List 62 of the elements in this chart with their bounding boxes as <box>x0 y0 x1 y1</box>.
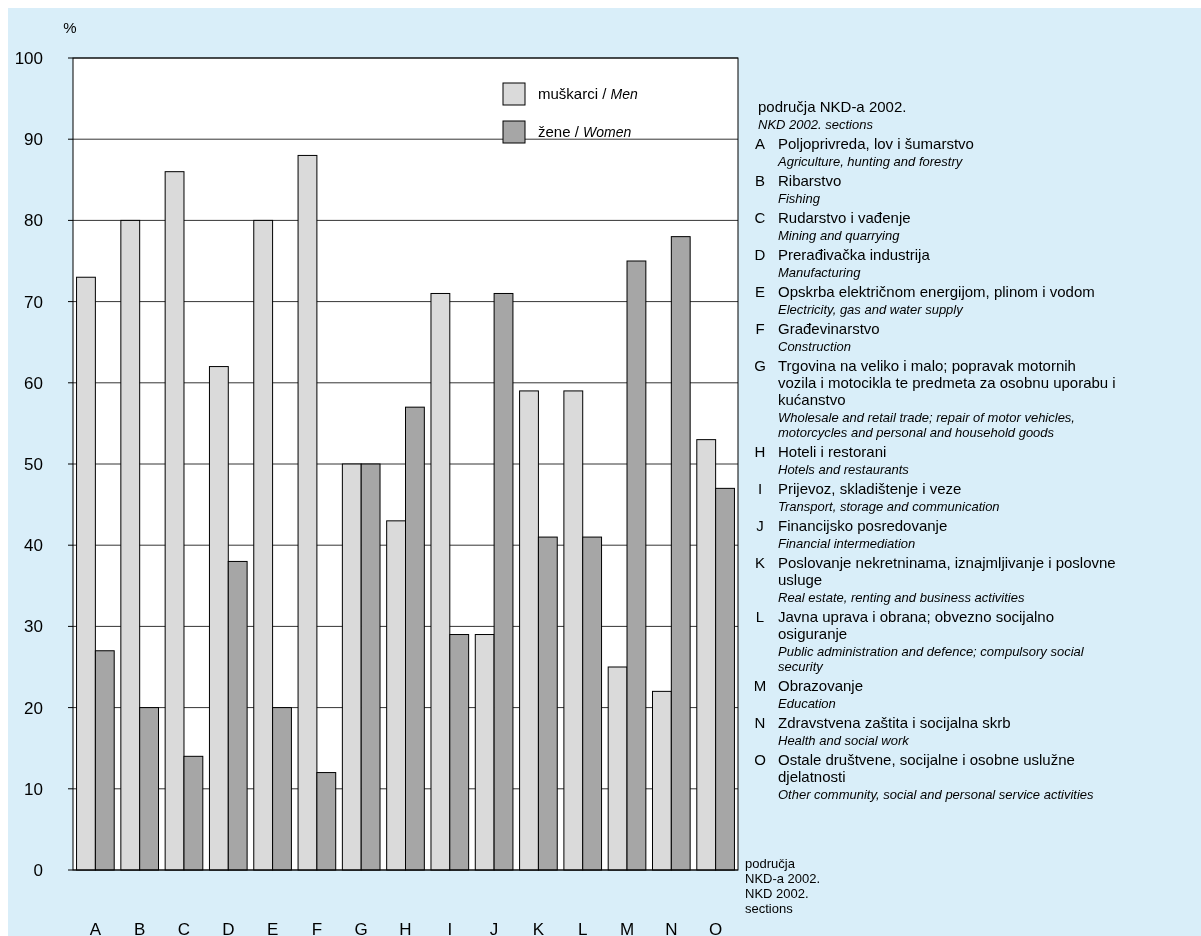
text: Mining and quarrying <box>778 228 901 243</box>
text: O Ostale društvene, socijalne i osobne uslužne djelatnosti <box>754 751 1075 785</box>
text: NKD 2002. sections <box>758 117 874 132</box>
text: Transport, storage and communication <box>778 499 1000 514</box>
legend-label: žene / Women <box>538 123 632 140</box>
y-tick-label: 40 <box>24 536 43 556</box>
text: A Poljoprivreda, lov i šumarstvo <box>754 135 974 152</box>
y-tick-label: 50 <box>24 454 43 474</box>
text: Financial intermediation <box>778 536 916 551</box>
text: K Poslovanje nekretninama, iznajmljivanje i poslovne usluge <box>754 554 1116 588</box>
x-tick-label: N <box>665 920 678 936</box>
text: Agriculture, hunting and forestry <box>777 154 964 169</box>
text: G Trgovina na veliko i malo; popravak motornih vozila i motocikla te predmeta za osobnu uporabu i kućanstvo <box>754 357 1116 408</box>
y-tick-label: 80 <box>24 211 43 231</box>
text: B Ribarstvo <box>754 172 842 189</box>
x-tick-label: B <box>134 920 146 936</box>
text: C Rudarstvo i vađenje <box>754 209 911 226</box>
y-tick-label: 100 <box>14 48 43 68</box>
y-tick-label: 60 <box>24 373 43 393</box>
text: Hotels and restaurants <box>778 462 910 477</box>
text: Manufacturing <box>778 265 862 280</box>
text: Electricity, gas and water supply <box>778 302 965 317</box>
y-tick-label: 10 <box>24 779 43 799</box>
y-tick-label: 30 <box>24 617 43 637</box>
x-tick-label: D <box>222 920 235 936</box>
text: Wholesale and retail trade; repair of motor vehicles, motorcycles and personal and household goods <box>778 410 1075 440</box>
legend-label: muškarci / Men <box>538 85 638 102</box>
x-tick-label: C <box>177 920 191 936</box>
x-tick-label: L <box>577 920 588 936</box>
text: Public administration and defence; compulsory social security <box>778 644 1085 674</box>
y-tick-label: 0 <box>33 860 43 880</box>
text: F Građevinarstvo <box>755 320 880 337</box>
y-tick-label: 90 <box>24 130 43 150</box>
x-tick-label: G <box>354 920 368 936</box>
x-tick-label: J <box>489 920 499 936</box>
x-tick-label: F <box>311 920 323 936</box>
x-tick-label: M <box>619 920 635 936</box>
text: N Zdravstvena zaštita i socijalna skrb <box>754 714 1011 731</box>
y-tick-label: 70 <box>24 292 43 312</box>
x-tick-label: I <box>447 920 453 936</box>
text: Other community, social and personal service activities <box>778 787 1094 802</box>
text: M Obrazovanje <box>753 677 864 694</box>
text: I Prijevoz, skladištenje i veze <box>757 480 962 497</box>
text: Fishing <box>778 191 821 206</box>
text: područja NKD-a 2002. <box>758 98 907 115</box>
text: Health and social work <box>778 733 911 748</box>
x-tick-label: O <box>709 920 723 936</box>
text: Education <box>778 696 836 711</box>
x-tick-label: H <box>399 920 412 936</box>
text: J Financijsko posredovanje <box>756 517 948 534</box>
text: L Javna uprava i obrana; obvezno socijalno osiguranje <box>755 608 1055 642</box>
x-axis-title: područja NKD-a 2002. NKD 2002. sections <box>745 856 821 916</box>
text: H Hoteli i restorani <box>754 443 887 460</box>
text: D Prerađivačka industrija <box>754 246 931 263</box>
text: E Opskrba električnom energijom, plinom i vodom <box>754 283 1095 300</box>
x-tick-label: A <box>89 920 102 936</box>
text: Construction <box>778 339 851 354</box>
y-tick-label: 20 <box>24 698 43 718</box>
y-axis-title: % <box>63 19 77 36</box>
x-tick-label: E <box>266 920 279 936</box>
text: Real estate, renting and business activities <box>778 590 1025 605</box>
x-tick-label: K <box>532 920 545 936</box>
